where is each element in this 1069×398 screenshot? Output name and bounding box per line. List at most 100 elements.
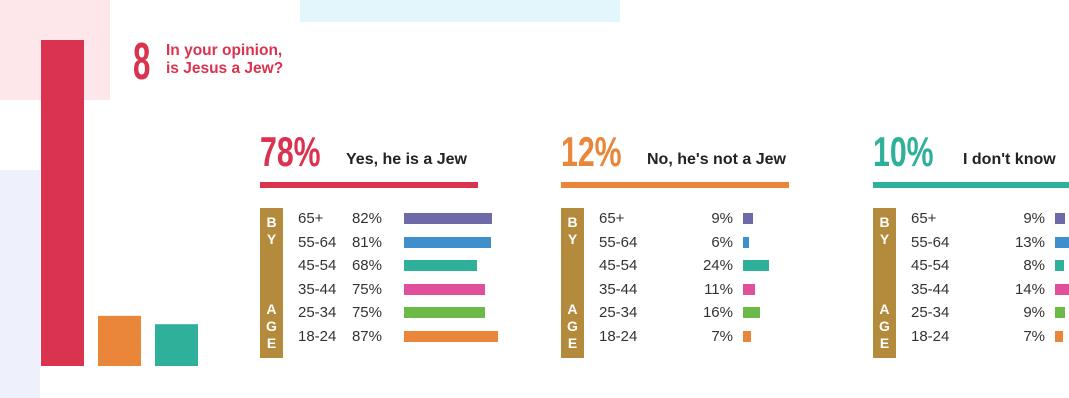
age-bar [743,307,761,318]
overview-bar [98,315,141,366]
age-bar [1055,236,1069,248]
age-bar [404,330,498,342]
by-age-letter: E [567,335,578,351]
age-group-label: 65+ [599,210,625,227]
age-group-label: 55-64 [599,233,638,251]
answer-underline [561,182,789,188]
age-group-label: 18-24 [599,327,638,345]
age-bar [743,236,750,248]
age-group-label: 55-64 [298,233,337,251]
age-bar [743,260,769,271]
age-percent-label: 11% [704,280,733,298]
overview-bar-chart [41,40,198,366]
overview-bar [155,324,198,366]
by-age-letter: E [266,335,277,351]
by-age-letter: B [266,214,277,230]
age-group-label: 45-54 [911,257,950,274]
age-group-label: 55-64 [911,233,950,251]
age-percent-label: 81% [351,233,382,251]
age-group-label: 18-24 [911,327,950,345]
by-age-letter: G [567,318,578,334]
by-age-letter: A [266,301,277,317]
age-bar [404,307,485,318]
age-percent-label: 9% [1023,304,1045,321]
by-age-letter: A [879,301,890,317]
answer-percent: 78% [260,128,321,175]
age-percent-label: 75% [351,304,382,321]
answer-underline [873,182,1069,188]
age-group-label: 25-34 [911,304,950,321]
age-percent-label: 75% [351,280,382,298]
age-group-label: 18-24 [298,327,337,345]
age-bar [1055,213,1065,224]
answer-underline [260,182,478,188]
answer-percent: 10% [873,128,934,175]
age-percent-label: 9% [1023,210,1045,227]
age-bar [743,213,753,224]
by-age-letter: Y [879,231,890,247]
age-percent-label: 16% [702,304,733,321]
overview-bar [41,40,84,366]
age-bar [404,283,485,295]
age-bar [404,236,492,248]
by-age-letter: G [879,318,890,334]
age-percent-label: 13% [1014,233,1045,251]
age-bar [1055,283,1069,295]
background-decoration [300,0,620,22]
question-text: In your opinion, is Jesus a Jew? [166,42,283,78]
age-group-label: 35-44 [298,280,337,298]
answer-label: Yes, he is a Jew [346,151,467,168]
age-percent-label: 7% [711,327,733,345]
age-group-label: 35-44 [599,280,638,298]
age-bar [404,213,493,224]
age-percent-label: 87% [351,327,382,345]
age-group-label: 25-34 [599,304,638,321]
age-bar [404,260,478,271]
age-percent-label: 7% [1023,327,1045,345]
answer-label: I don't know [963,151,1056,168]
question-line-2: is Jesus a Jew? [166,60,284,77]
age-group-label: 65+ [911,210,937,227]
age-bar [743,283,755,295]
age-bar [1055,330,1063,342]
age-group-label: 25-34 [298,304,337,321]
by-age-letter: B [879,214,890,230]
age-percent-label: 9% [711,210,733,227]
question-line-1: In your opinion, [166,42,283,59]
by-age-letter: Y [567,231,578,247]
age-percent-label: 14% [1014,280,1045,298]
background-decoration [0,170,40,398]
age-percent-label: 24% [702,257,733,274]
by-age-letter: A [567,301,578,317]
by-age-letter: G [266,318,277,334]
age-group-label: 65+ [298,210,324,227]
age-percent-label: 6% [711,233,733,251]
age-group-label: 45-54 [599,257,638,274]
question-number: 8 [133,33,151,91]
by-age-letter: B [567,214,578,230]
age-percent-label: 68% [351,257,382,274]
age-percent-label: 82% [351,210,382,227]
age-bar [1055,307,1065,318]
age-percent-label: 8% [1023,257,1045,274]
by-age-letter: Y [266,231,277,247]
age-bar [743,330,751,342]
answer-percent: 12% [561,128,622,175]
age-bar [1055,260,1064,271]
age-group-label: 35-44 [911,280,950,298]
age-group-label: 45-54 [298,257,337,274]
answer-label: No, he's not a Jew [647,151,786,168]
by-age-letter: E [879,335,890,351]
